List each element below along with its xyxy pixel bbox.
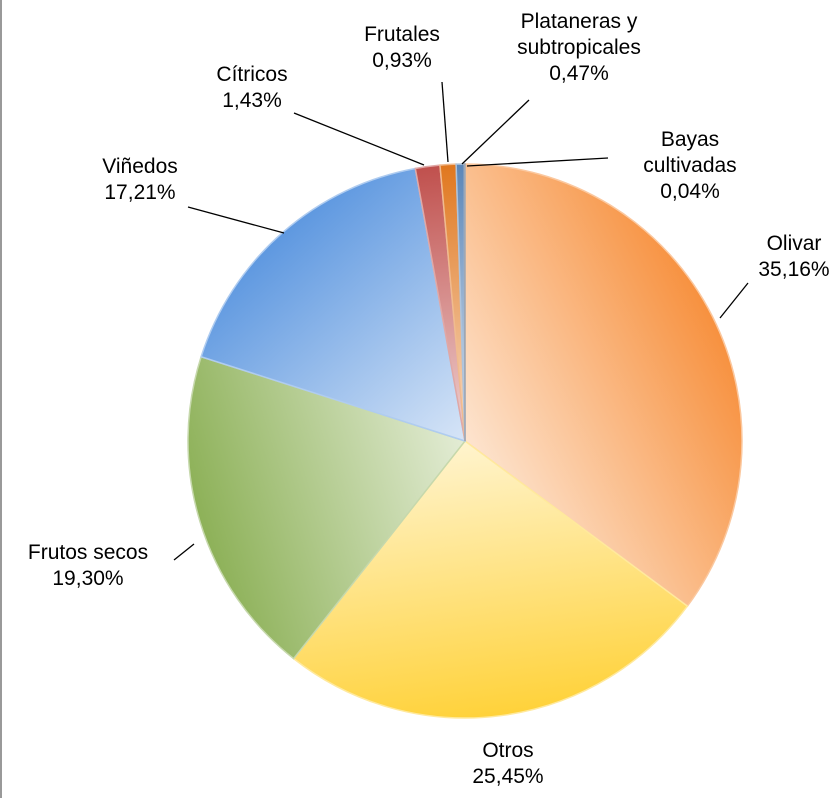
value-label: 19,30%	[52, 567, 124, 590]
leader-line	[466, 157, 609, 167]
category-name: Plataneras y subtropicales	[517, 10, 641, 59]
slice-label: Olivar 35,16%	[758, 231, 829, 283]
leader-line	[293, 112, 425, 166]
slice-label: Frutales 0,93%	[364, 22, 440, 74]
value-label: 25,45%	[472, 765, 544, 788]
pie-slice	[292, 439, 689, 719]
leader-line	[441, 81, 449, 163]
slice-label: Bayas cultivadas 0,04%	[635, 127, 745, 205]
category-name: Bayas cultivadas	[643, 128, 737, 177]
value-label: 1,43%	[222, 89, 282, 112]
category-name: Olivar	[766, 232, 822, 255]
category-name: Cítricos	[216, 63, 288, 86]
slice-label: Frutos secos 19,30%	[28, 540, 148, 592]
leader-line	[719, 282, 749, 319]
leader-line	[187, 206, 285, 234]
pie-slice	[463, 163, 466, 442]
value-label: 35,16%	[758, 258, 830, 281]
value-label: 0,04%	[660, 180, 720, 203]
value-label: 0,47%	[549, 62, 609, 85]
leader-line	[461, 99, 530, 165]
category-name: Viñedos	[102, 155, 178, 178]
value-label: 0,93%	[372, 49, 432, 72]
pie-slice	[464, 163, 743, 608]
category-name: Frutales	[364, 23, 440, 46]
slice-label: Cítricos 1,43%	[216, 62, 287, 114]
slice-label: Viñedos 17,21%	[102, 154, 178, 206]
leader-line	[173, 543, 195, 561]
slice-label: Otros 25,45%	[472, 738, 543, 790]
value-label: 17,21%	[104, 181, 176, 204]
slice-label: Plataneras y subtropicales 0,47%	[499, 9, 659, 87]
category-name: Frutos secos	[27, 541, 149, 564]
pie-slice	[187, 355, 467, 660]
category-name: Otros	[482, 739, 534, 762]
